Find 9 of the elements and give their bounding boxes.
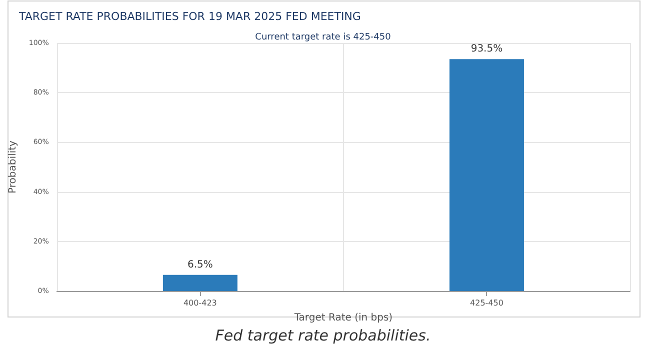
chart-title: TARGET RATE PROBABILITIES FOR 19 MAR 2025 FED MEETING: [18, 10, 361, 23]
text: Fed target rate probabilities.: [215, 326, 431, 344]
x-axis-title: Target Rate (in bps): [293, 312, 393, 324]
chart-subtitle: Current target rate is 425-450: [255, 32, 392, 42]
y-axis-title: Probability: [8, 140, 18, 194]
x-tick-label: 425-450: [470, 298, 504, 308]
x-tick-label: 400-423: [183, 298, 217, 308]
data-label: 6.5%: [187, 259, 213, 270]
data-label: 93.5%: [470, 44, 503, 55]
